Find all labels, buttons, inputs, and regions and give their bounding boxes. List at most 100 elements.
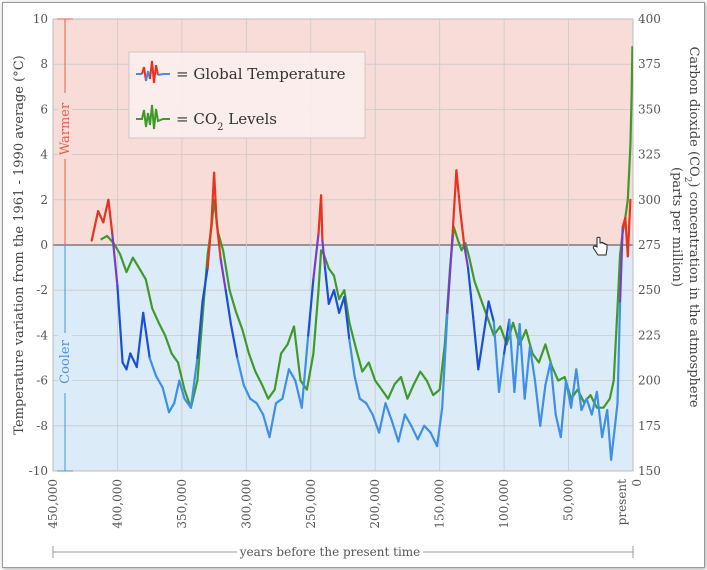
temperature-segment	[307, 277, 315, 337]
temperature-segment	[403, 413, 413, 427]
left-tick-label: 6	[40, 102, 48, 116]
warmer-label: Warmer	[58, 102, 73, 155]
temperature-segment	[533, 379, 542, 427]
temperature-segment	[518, 323, 526, 400]
temperature-segment	[365, 402, 374, 416]
legend-co2-subscript: 2	[217, 122, 223, 133]
cool-band	[53, 245, 633, 471]
temperature-segment	[111, 232, 119, 287]
temperature-segment	[492, 320, 501, 393]
temperature-segment	[343, 295, 351, 341]
temperature-segment	[463, 243, 470, 269]
left-tick-label: 4	[40, 148, 48, 162]
temperature-segment	[148, 356, 158, 378]
temperature-segment	[436, 406, 444, 448]
temperature-segment	[429, 431, 439, 448]
left-axis-title: Temperature variation from the 1961 - 19…	[12, 55, 27, 434]
right-axis-title: Carbon dioxide (CO2) concentration in th…	[682, 46, 701, 407]
temperature-segment	[348, 338, 356, 378]
temperature-segment	[255, 402, 265, 416]
temperature-segment	[320, 194, 324, 242]
temperature-segment	[580, 397, 588, 412]
temperature-segment	[487, 300, 495, 323]
cooler-label-bg	[58, 333, 72, 393]
temperature-segment	[161, 386, 171, 414]
legend-co2-label-rest: Levels	[224, 110, 277, 128]
temperature-segment	[129, 352, 138, 369]
temperature-segment	[446, 232, 454, 314]
x-tick-label: 300,000	[239, 479, 253, 529]
temperature-segment	[268, 402, 278, 439]
temperature-segment	[508, 318, 516, 393]
temperature-segment	[321, 239, 327, 269]
x-tick-label: present	[615, 479, 629, 526]
legend-co2-icon	[136, 104, 170, 130]
temperature-segment	[466, 266, 475, 319]
temperature-segment	[616, 300, 622, 405]
legend-temperature-icon	[157, 73, 164, 76]
temperature-segment	[600, 408, 609, 439]
temperature-segment	[183, 397, 192, 409]
right-tick-label: 200	[638, 374, 661, 388]
temperature-segment	[626, 198, 632, 258]
temperature-segment	[353, 375, 361, 400]
temperature-segment	[358, 397, 368, 405]
temperature-segment	[229, 323, 239, 360]
temperature-segment	[569, 368, 578, 409]
temperature-segment	[523, 345, 532, 400]
temperature-segment	[201, 266, 209, 303]
warmer-label-bg	[58, 93, 72, 159]
left-tick-label: -10	[29, 464, 48, 478]
left-tick-label: 10	[33, 12, 48, 26]
temperature-segment	[249, 397, 258, 405]
x-axis-label: years before the present time	[239, 545, 421, 559]
temperature-segment	[206, 221, 213, 269]
temperature-segment	[423, 424, 432, 434]
temperature-segment	[441, 311, 449, 409]
hand-cursor-icon	[592, 236, 608, 256]
x-tick-label: 350,000	[175, 479, 189, 529]
temperature-segment	[472, 316, 480, 371]
legend-temperature-icon	[155, 64, 159, 76]
right-tick-label: 350	[638, 102, 661, 116]
x-tick-label: 250,000	[304, 479, 318, 529]
x-tick-label: 100,000	[497, 479, 511, 529]
right-tick-label: 400	[638, 12, 661, 26]
x-tick-label: 150,000	[433, 479, 447, 529]
left-tick-label: 8	[40, 57, 48, 71]
left-tick-label: -4	[36, 328, 48, 342]
temperature-segment	[513, 323, 521, 393]
temperature-segment	[96, 210, 105, 224]
right-axis-title-rest: ) concentration in the atmosphere	[686, 182, 701, 407]
temperature-segment	[338, 295, 346, 314]
right-tick-label: 300	[638, 193, 661, 207]
temperature-segment	[416, 424, 426, 441]
temperature-segment	[312, 232, 320, 280]
right-tick-label: 325	[638, 148, 661, 162]
x-tick-label: 400,000	[110, 479, 124, 529]
temperature-segment	[595, 390, 604, 439]
temperature-segment	[281, 368, 290, 400]
temperature-segment	[554, 413, 562, 439]
temperature-segment	[482, 300, 490, 337]
left-tick-label: 2	[40, 193, 48, 207]
temperature-segment	[459, 210, 466, 247]
temperature-segment	[390, 420, 400, 443]
temperature-segment	[215, 221, 222, 260]
temperature-segment	[102, 198, 110, 224]
temperature-segment	[107, 198, 114, 235]
legend-temperature-label: = Global Temperature	[176, 65, 346, 83]
temperature-segment	[378, 402, 387, 434]
temperature-segment	[90, 210, 100, 242]
temperature-segment	[196, 300, 204, 360]
temperature-segment	[549, 361, 557, 416]
legend-co2-label: = CO2 Levels	[176, 110, 277, 133]
temperature-segment	[544, 361, 552, 387]
right-tick-label: 150	[638, 464, 661, 478]
temperature-segment	[371, 413, 381, 434]
temperature-segment	[327, 289, 336, 305]
temperature-segment	[135, 311, 145, 369]
right-axis-subtitle: (parts per million)	[669, 167, 684, 287]
right-tick-label: 175	[638, 419, 661, 433]
